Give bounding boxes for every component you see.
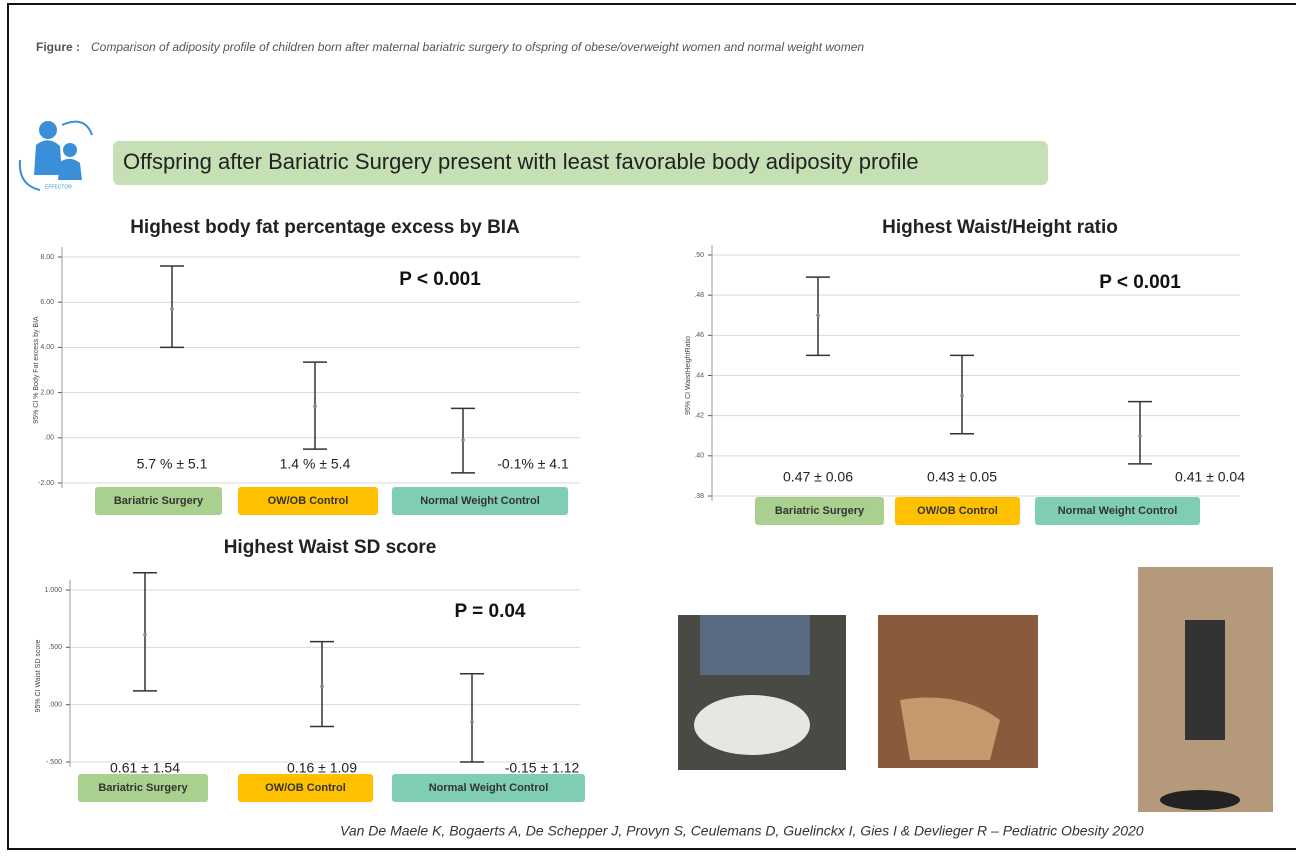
y-axis-title: 95% CI WaistHeightRatio: [685, 336, 692, 415]
photos: [678, 567, 1273, 812]
x-tick-label: OW/OB Control: [917, 505, 998, 517]
value-label: 1.4 % ± 5.4: [280, 456, 351, 472]
value-label: -0.1% ± 4.1: [497, 456, 569, 472]
mean-point: [470, 720, 474, 724]
category-box: [392, 487, 568, 515]
value-label: 0.43 ± 0.05: [927, 469, 997, 485]
category-box: [238, 774, 373, 802]
category-box: [238, 487, 378, 515]
annotation: P = 0.04: [455, 601, 526, 622]
x-tick-label: Bariatric Surgery: [114, 495, 204, 507]
frame: [7, 3, 1296, 850]
y-tick-label: -2.00: [38, 480, 54, 487]
mean-point: [313, 404, 317, 408]
y-tick-label: 1.000: [44, 587, 62, 594]
chart-title: Highest Waist SD score: [224, 537, 437, 558]
chart-title: Highest Waist/Height ratio: [882, 217, 1118, 238]
annotation: P < 0.001: [1099, 272, 1181, 293]
value-label: 0.61 ± 1.54: [110, 760, 180, 776]
category-box: [755, 497, 884, 525]
category-box: [1035, 497, 1200, 525]
logo-text: EFFECTOR: [45, 184, 72, 190]
x-tick-label: Normal Weight Control: [429, 782, 549, 794]
mean-point: [461, 438, 465, 442]
citation: Van De Maele K, Bogaerts A, De Schepper …: [340, 823, 1144, 839]
y-axis-title: 95% CI Waist SD score: [35, 639, 42, 712]
y-tick-label: .000: [48, 702, 62, 709]
y-tick-label: -.500: [46, 759, 62, 766]
x-tick-label: Normal Weight Control: [1058, 505, 1178, 517]
y-tick-label: .46: [694, 332, 704, 339]
category-box: [95, 487, 222, 515]
caption-label: Figure :: [36, 40, 80, 54]
x-tick-label: OW/OB Control: [265, 782, 346, 794]
x-tick-label: Bariatric Surgery: [775, 505, 865, 517]
value-label: -0.15 ± 1.12: [505, 760, 580, 776]
y-tick-label: 8.00: [40, 254, 54, 261]
banner-text: Offspring after Bariatric Surgery presen…: [123, 149, 919, 174]
value-label: 0.16 ± 1.09: [287, 760, 357, 776]
y-tick-label: 4.00: [40, 344, 54, 351]
banner-box: [113, 141, 1048, 185]
mean-point: [960, 393, 964, 398]
mean-point: [320, 684, 324, 689]
annotation: P < 0.001: [399, 269, 481, 290]
x-tick-label: Normal Weight Control: [420, 495, 540, 507]
y-tick-label: .44: [694, 372, 704, 379]
mean-point: [143, 632, 147, 637]
chart-title: Highest body fat percentage excess by BI…: [130, 217, 520, 238]
y-tick-label: .42: [694, 413, 704, 420]
value-label: 5.7 % ± 5.1: [137, 456, 208, 472]
logo: EFFECTOR: [18, 120, 93, 191]
mean-point: [816, 313, 820, 318]
y-tick-label: .500: [48, 644, 62, 651]
category-box: [78, 774, 208, 802]
category-box: [895, 497, 1020, 525]
y-tick-label: .40: [694, 453, 704, 460]
y-tick-label: .38: [694, 493, 704, 500]
y-tick-label: .50: [694, 252, 704, 259]
mean-point: [1138, 433, 1142, 438]
y-axis-title: 95% CI % Body Fat excess by BIA: [33, 316, 40, 424]
x-tick-label: OW/OB Control: [268, 495, 349, 507]
y-tick-label: .48: [694, 292, 704, 299]
mean-point: [170, 307, 174, 311]
y-tick-label: 2.00: [40, 389, 54, 396]
value-label: 0.47 ± 0.06: [783, 469, 853, 485]
value-label: 0.41 ± 0.04: [1175, 469, 1245, 485]
y-tick-label: 6.00: [40, 299, 54, 306]
category-box: [392, 774, 585, 802]
caption-text: Comparison of adiposity profile of child…: [91, 40, 864, 54]
y-tick-label: .00: [44, 435, 54, 442]
x-tick-label: Bariatric Surgery: [98, 782, 188, 794]
